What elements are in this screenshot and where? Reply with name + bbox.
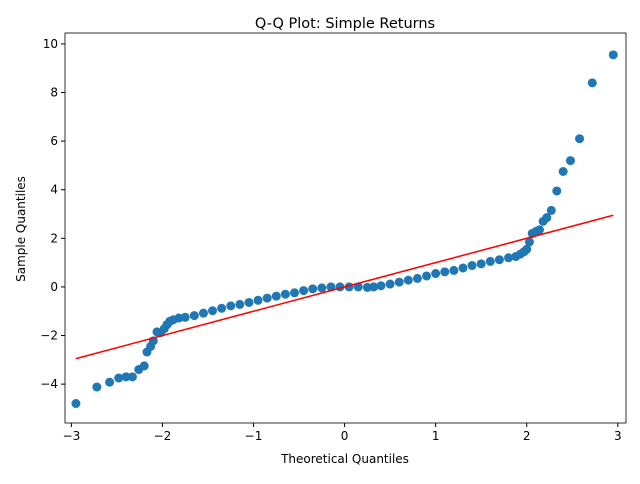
point bbox=[494, 255, 504, 265]
point bbox=[385, 279, 395, 289]
point bbox=[217, 303, 227, 313]
point bbox=[71, 399, 81, 409]
point bbox=[262, 293, 272, 303]
y-tick-label: 8 bbox=[50, 86, 58, 100]
point bbox=[394, 277, 404, 287]
y-tick-label: −2 bbox=[40, 329, 58, 343]
point bbox=[317, 283, 327, 293]
point bbox=[198, 308, 208, 318]
point bbox=[280, 289, 290, 299]
point bbox=[412, 273, 422, 283]
point bbox=[208, 306, 218, 316]
point bbox=[299, 286, 309, 296]
x-tick-label: 1 bbox=[432, 429, 440, 443]
x-tick-label: 3 bbox=[614, 429, 622, 443]
y-tick-label: −4 bbox=[40, 377, 58, 391]
point bbox=[308, 284, 318, 294]
point bbox=[546, 205, 556, 215]
point bbox=[608, 50, 618, 60]
point bbox=[552, 186, 562, 196]
point bbox=[290, 288, 299, 298]
y-tick-label: 6 bbox=[50, 134, 58, 148]
plot-frame bbox=[64, 32, 627, 424]
point bbox=[127, 372, 137, 382]
point bbox=[449, 265, 459, 275]
point bbox=[105, 377, 115, 387]
point bbox=[542, 213, 552, 223]
point bbox=[485, 256, 495, 266]
x-tick-label: −2 bbox=[154, 429, 172, 443]
point bbox=[244, 297, 254, 307]
x-tick-label: −3 bbox=[63, 429, 81, 443]
y-tick-label: 4 bbox=[50, 183, 58, 197]
point bbox=[403, 275, 413, 285]
x-axis-label: Theoretical Quantiles bbox=[280, 452, 409, 466]
point bbox=[253, 295, 263, 305]
point bbox=[326, 282, 336, 292]
y-tick-label: 0 bbox=[50, 280, 58, 294]
point bbox=[271, 291, 281, 301]
y-axis-label: Sample Quantiles bbox=[14, 176, 28, 282]
x-tick-label: 2 bbox=[523, 429, 531, 443]
point bbox=[376, 281, 386, 291]
y-tick-label: 2 bbox=[50, 231, 58, 245]
point bbox=[440, 267, 450, 277]
point bbox=[534, 225, 544, 235]
point bbox=[353, 282, 363, 292]
point bbox=[476, 259, 486, 269]
point bbox=[92, 382, 102, 392]
x-tick-label: −1 bbox=[245, 429, 263, 443]
point bbox=[504, 253, 514, 263]
point bbox=[235, 299, 245, 309]
point bbox=[189, 311, 199, 321]
point bbox=[587, 78, 597, 88]
point bbox=[121, 372, 131, 382]
point bbox=[422, 271, 432, 281]
point bbox=[467, 261, 477, 271]
point bbox=[524, 237, 534, 247]
point bbox=[180, 312, 190, 322]
point bbox=[558, 167, 568, 177]
x-tick-label: 0 bbox=[341, 429, 349, 443]
point bbox=[226, 301, 236, 311]
point bbox=[114, 373, 124, 383]
point bbox=[139, 361, 149, 371]
point bbox=[458, 263, 468, 273]
point bbox=[565, 156, 575, 166]
point bbox=[575, 134, 585, 144]
y-tick-label: 10 bbox=[43, 37, 58, 51]
point bbox=[522, 244, 532, 254]
reference-line bbox=[75, 214, 614, 360]
point bbox=[369, 282, 379, 292]
chart-title: Q-Q Plot: Simple Returns bbox=[255, 16, 435, 32]
point bbox=[431, 269, 441, 279]
